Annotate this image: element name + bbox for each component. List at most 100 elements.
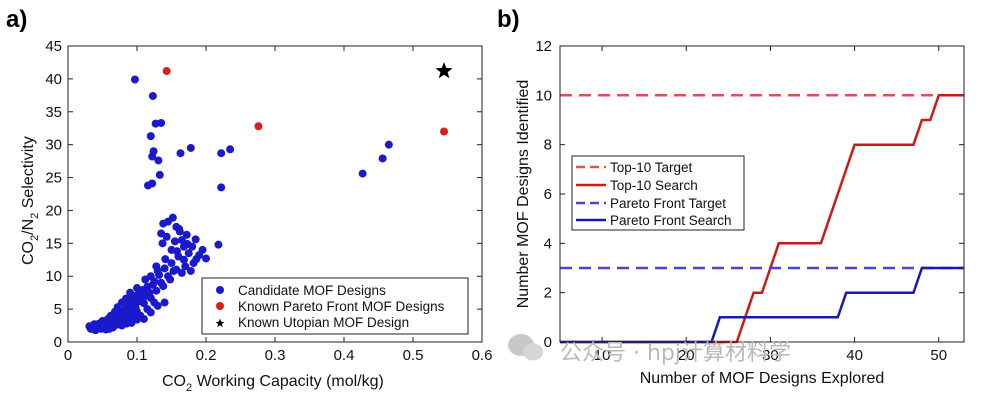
panel-b-axes-frame bbox=[559, 45, 965, 343]
candidate-point bbox=[192, 255, 201, 264]
candidate-point bbox=[131, 303, 140, 312]
y-tick-label: 30 bbox=[45, 137, 62, 154]
candidate-point bbox=[105, 324, 114, 333]
candidate-point bbox=[160, 298, 169, 307]
candidate-point bbox=[384, 140, 393, 149]
panel-a-legend-box bbox=[201, 277, 469, 335]
panel-a-label: a) bbox=[6, 6, 27, 33]
x-tick-label: 40 bbox=[846, 347, 863, 364]
legend-label-candidate: Candidate MOF Designs bbox=[238, 283, 386, 298]
legend-marker-candidate bbox=[216, 286, 224, 294]
candidate-point bbox=[166, 275, 175, 284]
candidate-point bbox=[139, 314, 148, 323]
utopian-star-point bbox=[435, 62, 453, 79]
y-tick-label: 4 bbox=[544, 235, 552, 252]
y-tick-label: 10 bbox=[45, 268, 62, 285]
x-tick-label: 0.1 bbox=[127, 347, 148, 364]
candidate-point bbox=[217, 149, 226, 158]
candidate-point bbox=[169, 266, 178, 275]
legend-label-pareto-search: Pareto Front Search bbox=[610, 213, 732, 228]
candidate-point bbox=[128, 295, 137, 304]
y-tick-label: 40 bbox=[45, 71, 62, 88]
candidate-point bbox=[158, 239, 167, 248]
candidate-point bbox=[217, 183, 226, 192]
x-tick-label: 20 bbox=[678, 347, 695, 364]
panel-b-lines bbox=[560, 94, 964, 344]
pareto-search-line bbox=[560, 266, 964, 344]
candidate-point bbox=[358, 169, 367, 178]
candidate-point bbox=[202, 254, 210, 263]
candidate-point bbox=[139, 299, 148, 308]
candidate-point bbox=[167, 245, 176, 254]
watermark: 公众号 · hpj计算材料学 bbox=[508, 334, 791, 366]
x-tick-label: 0 bbox=[64, 347, 72, 364]
panel-b-legend: Top-10 Target Top-10 Search Pareto Front… bbox=[571, 155, 745, 231]
candidate-point bbox=[176, 149, 185, 158]
candidate-point bbox=[175, 227, 184, 236]
candidate-point bbox=[130, 75, 139, 84]
y-tick-label: 6 bbox=[544, 186, 552, 203]
y-tick-label: 25 bbox=[45, 170, 62, 187]
x-tick-label: 10 bbox=[594, 347, 611, 364]
candidate-point bbox=[124, 305, 133, 314]
panel-a-x-axis-label: CO2 Working Capacity (mol/kg) bbox=[162, 373, 384, 394]
candidate-point bbox=[159, 282, 168, 291]
y-tick-label: 0 bbox=[544, 334, 552, 351]
candidate-point bbox=[184, 249, 193, 258]
y-tick-label: 20 bbox=[45, 202, 62, 219]
candidate-point bbox=[378, 154, 387, 163]
pareto-point bbox=[254, 122, 263, 131]
candidate-point bbox=[161, 255, 170, 264]
candidate-point bbox=[150, 277, 159, 286]
candidate-point bbox=[186, 266, 195, 275]
y-tick-label: 15 bbox=[45, 235, 62, 252]
candidate-point bbox=[177, 268, 186, 277]
y-tick-label: 35 bbox=[45, 104, 62, 121]
candidate-point bbox=[135, 289, 144, 298]
candidate-point bbox=[91, 326, 100, 335]
panel-b-x-axis-label: Number of MOF Designs Explored bbox=[640, 370, 885, 387]
candidate-point bbox=[162, 232, 171, 241]
y-tick-label: 2 bbox=[544, 285, 552, 302]
legend-label-top10-target: Top-10 Target bbox=[610, 160, 693, 175]
candidate-point bbox=[160, 264, 169, 273]
candidate-point bbox=[141, 275, 150, 284]
candidate-point bbox=[181, 262, 190, 271]
panel-b-y-axis-label: Number MOF Designs Identified bbox=[515, 80, 532, 309]
x-tick-label: 0.5 bbox=[403, 347, 424, 364]
candidate-point bbox=[183, 239, 192, 248]
candidate-point bbox=[179, 255, 188, 264]
candidate-point bbox=[122, 319, 131, 328]
pareto-point bbox=[440, 127, 449, 136]
legend-label-top10-search: Top-10 Search bbox=[610, 178, 698, 193]
candidate-point bbox=[214, 240, 223, 249]
candidate-point bbox=[159, 219, 168, 228]
candidate-point bbox=[154, 156, 163, 165]
panel-b-ticks: 10 20 30 40 50 0 2 4 6 8 10 12 bbox=[535, 38, 964, 364]
panel-a-axes-frame bbox=[67, 45, 483, 343]
candidate-point bbox=[182, 230, 191, 239]
pareto-point bbox=[162, 66, 171, 75]
candidate-point bbox=[155, 170, 164, 179]
candidate-point bbox=[148, 91, 157, 100]
candidate-point bbox=[143, 282, 152, 291]
panel-a-points bbox=[85, 62, 453, 335]
candidate-point bbox=[170, 237, 179, 246]
x-tick-label: 30 bbox=[762, 347, 779, 364]
y-tick-label: 0 bbox=[54, 334, 62, 351]
candidate-point bbox=[146, 132, 155, 141]
panel-b-legend-box bbox=[571, 155, 745, 231]
candidate-point bbox=[152, 262, 161, 271]
candidate-point bbox=[167, 259, 176, 268]
legend-label-pareto: Known Pareto Front MOF Designs bbox=[238, 299, 445, 314]
y-tick-label: 12 bbox=[535, 38, 552, 55]
candidate-point bbox=[148, 152, 157, 161]
legend-label-pareto-target: Pareto Front Target bbox=[610, 196, 726, 211]
candidate-point bbox=[155, 270, 164, 279]
wechat-icon-bubble bbox=[523, 343, 543, 361]
candidate-point bbox=[157, 118, 166, 127]
y-tick-label: 45 bbox=[45, 38, 62, 55]
panel-a-legend: Candidate MOF Designs Known Pareto Front… bbox=[201, 277, 469, 335]
x-tick-label: 0.2 bbox=[196, 347, 217, 364]
